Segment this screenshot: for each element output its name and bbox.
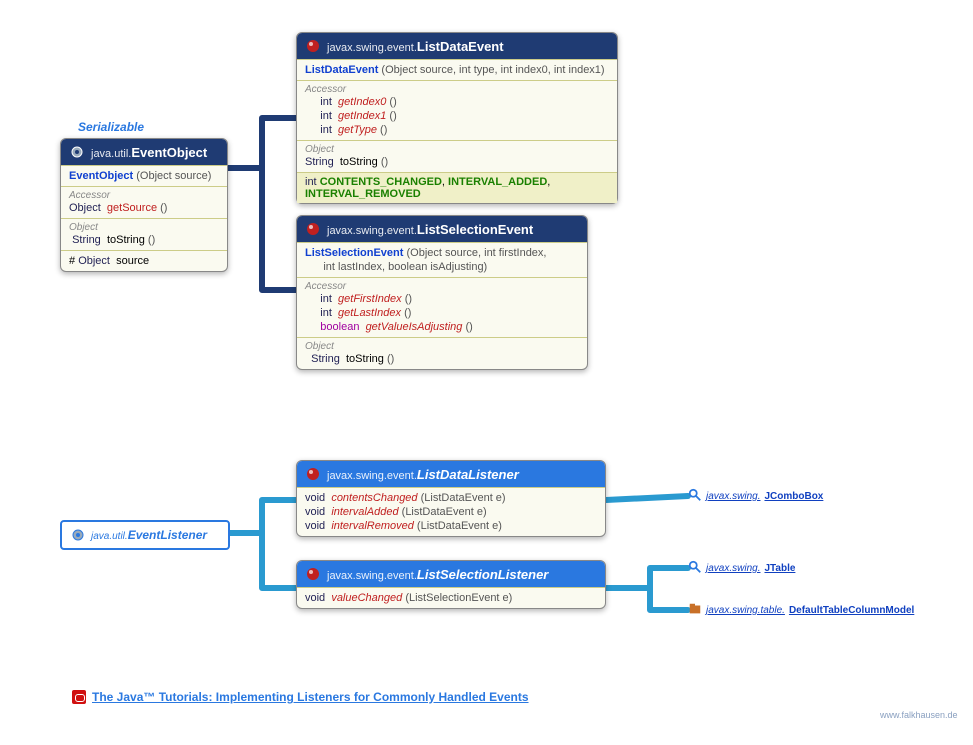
constructor-name: EventObject: [69, 170, 133, 182]
constants-section: int CONTENTS_CHANGED, INTERVAL_ADDED, IN…: [297, 172, 617, 203]
accessor-section: Accessor Object getSource (): [61, 186, 227, 218]
object-section: Object String toString (): [297, 337, 587, 369]
constructor-section: EventObject (Object source): [61, 165, 227, 186]
section-label: Object: [305, 341, 579, 352]
constructor-section: ListSelectionEvent (Object source, int f…: [297, 242, 587, 277]
ref-jcomboboxe[interactable]: javax.swing.JComboBox: [688, 488, 823, 505]
class-name: ListDataEvent: [417, 39, 504, 54]
ref-icon: [688, 488, 702, 505]
method-name: toString: [340, 156, 378, 168]
watermark: www.falkhausen.de: [880, 710, 958, 720]
serializable-label: Serializable: [78, 120, 144, 134]
method-name: toString: [346, 353, 384, 365]
const-type: int: [305, 176, 317, 188]
method-name: getSource: [107, 202, 157, 214]
constructor-name: ListDataEvent: [305, 64, 378, 76]
constructor-section: ListDataEvent (Object source, int type, …: [297, 59, 617, 80]
methods-section: void valueChanged (ListSelectionEvent e): [297, 587, 605, 608]
accessor-section: Accessor int getFirstIndex () int getLas…: [297, 277, 587, 337]
interface-event-listener[interactable]: java.util.EventListener: [60, 520, 230, 550]
return-type: String: [72, 234, 101, 246]
return-type: String: [305, 156, 334, 168]
package-label: javax.swing.event.: [327, 225, 417, 237]
field-name: source: [116, 255, 149, 267]
ref-defaulttablecolumnmodel[interactable]: javax.swing.table.DefaultTableColumnMode…: [688, 602, 914, 619]
gear-icon: [70, 527, 86, 543]
class-header: javax.swing.event.ListDataEvent: [297, 33, 617, 59]
interface-list-data-listener[interactable]: javax.swing.event.ListDataListener void …: [296, 460, 606, 537]
field-type: Object: [78, 255, 110, 267]
method-row: int getFirstIndex (): [305, 292, 579, 306]
package-label: javax.swing.event.: [327, 570, 417, 582]
class-header: javax.swing.event.ListDataListener: [297, 461, 605, 487]
section-label: Object: [305, 144, 609, 155]
method-params: (): [148, 234, 155, 246]
method-row: void intervalRemoved (ListDataEvent e): [305, 519, 597, 533]
accessor-section: Accessor int getIndex0 () int getIndex1 …: [297, 80, 617, 140]
link-text: The Java™ Tutorials: Implementing Listen…: [92, 690, 529, 704]
ref-icon: [688, 560, 702, 577]
ref-icon: [688, 602, 702, 619]
method-row: void intervalAdded (ListDataEvent e): [305, 505, 597, 519]
constructor-params: int lastIndex, boolean isAdjusting): [323, 261, 487, 273]
methods-section: void contentsChanged (ListDataEvent e)vo…: [297, 487, 605, 536]
method-name: toString: [107, 234, 145, 246]
class-list-selection-event[interactable]: javax.swing.event.ListSelectionEvent Lis…: [296, 215, 588, 370]
section-label: Accessor: [69, 190, 219, 201]
method-params: (): [160, 202, 167, 214]
tutorial-link[interactable]: The Java™ Tutorials: Implementing Listen…: [72, 690, 529, 704]
class-name: ListSelectionEvent: [417, 222, 533, 237]
field-section: # Object source: [61, 250, 227, 271]
ball-icon: [305, 38, 321, 54]
section-label: Accessor: [305, 281, 579, 292]
object-section: Object String toString (): [297, 140, 617, 172]
class-name: EventObject: [131, 145, 207, 160]
method-row: int getIndex0 (): [305, 95, 609, 109]
diagram-canvas: Serializable java.util.EventObject Event…: [0, 0, 973, 745]
section-label: Object: [69, 222, 219, 233]
return-type: Object: [69, 202, 101, 214]
method-row: void valueChanged (ListSelectionEvent e): [305, 591, 597, 605]
method-row: int getType (): [305, 123, 609, 137]
interface-name: ListDataListener: [417, 467, 519, 482]
package-label: javax.swing.event.: [327, 42, 417, 54]
constructor-params: (Object source): [136, 170, 211, 182]
class-header: javax.swing.event.ListSelectionListener: [297, 561, 605, 587]
ball-icon: [305, 466, 321, 482]
gear-icon: [69, 144, 85, 160]
ball-icon: [305, 566, 321, 582]
oracle-icon: [72, 690, 86, 704]
interface-list-selection-listener[interactable]: javax.swing.event.ListSelectionListener …: [296, 560, 606, 609]
class-header: javax.swing.event.ListSelectionEvent: [297, 216, 587, 242]
package-label: java.util.: [91, 531, 128, 542]
package-label: java.util.: [91, 148, 131, 160]
class-list-data-event[interactable]: javax.swing.event.ListDataEvent ListData…: [296, 32, 618, 204]
object-section: Object String toString (): [61, 218, 227, 250]
method-row: void contentsChanged (ListDataEvent e): [305, 491, 597, 505]
constructor-params: (Object source, int type, int index0, in…: [381, 64, 604, 76]
ball-icon: [305, 221, 321, 237]
interface-name: ListSelectionListener: [417, 567, 548, 582]
constructor-name: ListSelectionEvent: [305, 247, 403, 259]
method-row: boolean getValueIsAdjusting (): [305, 320, 579, 334]
method-row: int getLastIndex (): [305, 306, 579, 320]
class-event-object[interactable]: java.util.EventObject EventObject (Objec…: [60, 138, 228, 272]
ref-jtable[interactable]: javax.swing.JTable: [688, 560, 795, 577]
method-params: (): [387, 353, 394, 365]
visibility: #: [69, 255, 75, 267]
constructor-params: (Object source, int firstIndex,: [406, 247, 546, 259]
class-header: java.util.EventObject: [61, 139, 227, 165]
package-label: javax.swing.event.: [327, 470, 417, 482]
return-type: String: [311, 353, 340, 365]
interface-name: EventListener: [128, 528, 207, 542]
method-row: int getIndex1 (): [305, 109, 609, 123]
method-params: (): [381, 156, 388, 168]
section-label: Accessor: [305, 84, 609, 95]
